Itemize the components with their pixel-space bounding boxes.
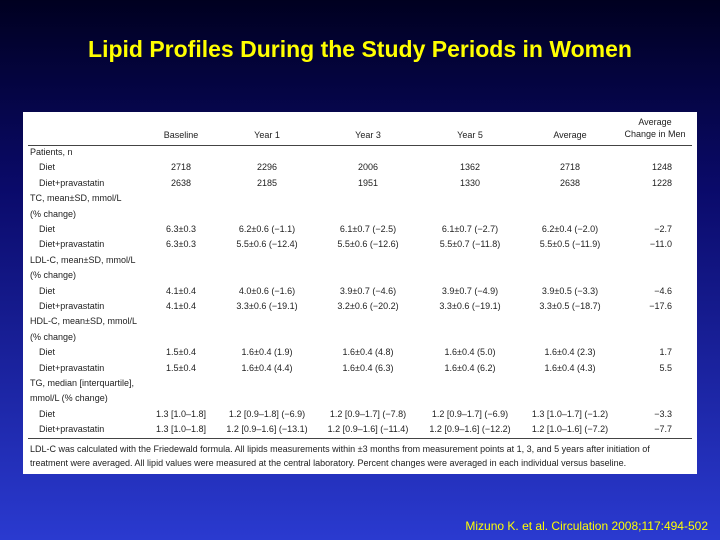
- cell: 1.2 [0.9–1.7] (−7.8): [329, 408, 407, 419]
- cell: 5.5±0.5 (−11.9): [539, 239, 601, 250]
- column-header: Baseline: [163, 130, 199, 140]
- row-label: Diet+pravastatin: [39, 177, 105, 188]
- cell: 1.2 [1.0–1.6] (−7.2): [531, 424, 609, 435]
- row-label: Diet: [39, 285, 56, 296]
- cell: 1951: [357, 177, 379, 188]
- rule: [28, 145, 692, 146]
- cell: 1.6±0.4 (2.3): [544, 347, 596, 358]
- cell: 4.0±0.6 (−1.6): [238, 285, 296, 296]
- row-label: Diet: [39, 224, 56, 234]
- cell: −17.6: [649, 301, 672, 311]
- cell: 6.2±0.6 (−1.1): [238, 224, 296, 234]
- row-label: Diet+pravastatin: [39, 239, 105, 250]
- cell: 1.5±0.4: [166, 347, 196, 358]
- section-label: mmol/L (% change): [30, 393, 108, 404]
- cell: 4.1±0.4: [166, 285, 196, 296]
- cell: 1.6±0.4 (4.3): [544, 362, 596, 373]
- section-label: TG, median [interquartile],: [30, 378, 135, 388]
- cell: 1.6±0.4 (6.2): [444, 362, 496, 373]
- cell: 1330: [459, 177, 481, 188]
- cell: 2718: [559, 162, 581, 173]
- cell: 2185: [256, 177, 278, 188]
- column-header: Average: [553, 130, 587, 140]
- cell: 1.6±0.4 (4.4): [241, 362, 293, 373]
- cell: 1.7: [659, 347, 672, 358]
- column-header: Year 5: [457, 130, 483, 140]
- column-header: Average Change in Men: [624, 117, 686, 139]
- cell: 1.3 [1.0–1.7] (−1.2): [531, 408, 609, 419]
- cell: 6.2±0.4 (−2.0): [541, 224, 599, 234]
- cell: 6.3±0.3: [166, 239, 196, 250]
- cell: 1.5±0.4: [166, 362, 196, 373]
- row-label: Diet: [39, 408, 56, 419]
- cell: 2296: [256, 162, 278, 173]
- cell: 1248: [651, 162, 672, 173]
- cell: 3.9±0.7 (−4.6): [339, 285, 397, 296]
- row-label: Diet+pravastatin: [39, 301, 105, 311]
- cell: 5.5±0.7 (−11.8): [439, 239, 501, 250]
- cell: 2638: [559, 177, 581, 188]
- slide-title: Lipid Profiles During the Study Periods …: [88, 36, 632, 62]
- cell: 2006: [357, 162, 379, 173]
- cell: 1.6±0.4 (1.9): [241, 347, 293, 358]
- table: LDL-C was calculated with the Friedewald…: [23, 112, 697, 474]
- cell: −2.7: [654, 224, 672, 234]
- cell: −4.6: [654, 285, 672, 296]
- cell: 1.2 [0.9–1.7] (−6.9): [431, 408, 509, 419]
- row-label: Diet+pravastatin: [39, 362, 105, 373]
- cell: 1.6±0.4 (5.0): [444, 347, 496, 358]
- section-label: HDL-C, mean±SD, mmol/L: [30, 316, 137, 327]
- column-header: Year 3: [355, 130, 381, 140]
- cell: 6.3±0.3: [166, 224, 196, 234]
- cell: 5.5: [659, 362, 672, 373]
- cell: 1.3 [1.0–1.8]: [155, 424, 207, 435]
- cell: 2638: [170, 177, 192, 188]
- cell: 3.3±0.6 (−19.1): [236, 301, 298, 311]
- cell: 3.9±0.7 (−4.9): [441, 285, 499, 296]
- section-label: LDL-C, mean±SD, mmol/L: [30, 254, 136, 265]
- rule: [28, 438, 692, 439]
- section-label: (% change): [30, 270, 77, 281]
- cell: 3.3±0.6 (−19.1): [439, 301, 501, 311]
- cell: 3.3±0.5 (−18.7): [539, 301, 601, 311]
- citation: Mizuno K. et al. Circulation 2008;117:49…: [465, 519, 708, 533]
- cell: 4.1±0.4: [166, 301, 196, 311]
- cell: −7.7: [654, 424, 672, 435]
- row-label: Diet: [39, 347, 56, 358]
- cell: −11.0: [649, 239, 672, 250]
- cell: 1.2 [0.9–1.6] (−12.2): [429, 424, 511, 435]
- cell: 5.5±0.6 (−12.6): [337, 239, 399, 250]
- cell: 2718: [170, 162, 192, 173]
- cell: 6.1±0.7 (−2.5): [339, 224, 397, 234]
- cell: 1.2 [0.9–1.6] (−13.1): [226, 424, 308, 435]
- cell: 1.2 [0.9–1.8] (−6.9): [228, 408, 306, 419]
- cell: 5.5±0.6 (−12.4): [236, 239, 298, 250]
- column-header: Year 1: [254, 130, 280, 140]
- cell: 1.3 [1.0–1.8]: [155, 408, 207, 419]
- cell: 3.9±0.5 (−3.3): [541, 285, 599, 296]
- cell: 3.2±0.6 (−20.2): [337, 301, 399, 311]
- cell: 1362: [459, 162, 481, 173]
- row-label: Diet: [39, 162, 56, 173]
- section-label: (% change): [30, 331, 77, 342]
- section-label: TC, mean±SD, mmol/L: [30, 193, 122, 204]
- cell: 1.6±0.4 (6.3): [342, 362, 394, 373]
- section-label: Patients, n: [30, 147, 73, 157]
- footnote: LDL-C was calculated with the Friedewald…: [30, 444, 650, 468]
- cell: 1228: [651, 177, 672, 188]
- cell: 6.1±0.7 (−2.7): [441, 224, 499, 234]
- section-label: (% change): [30, 208, 77, 219]
- row-label: Diet+pravastatin: [39, 424, 105, 435]
- cell: 1.6±0.4 (4.8): [342, 347, 394, 358]
- cell: 1.2 [0.9–1.6] (−11.4): [327, 424, 409, 435]
- cell: −3.3: [654, 408, 672, 419]
